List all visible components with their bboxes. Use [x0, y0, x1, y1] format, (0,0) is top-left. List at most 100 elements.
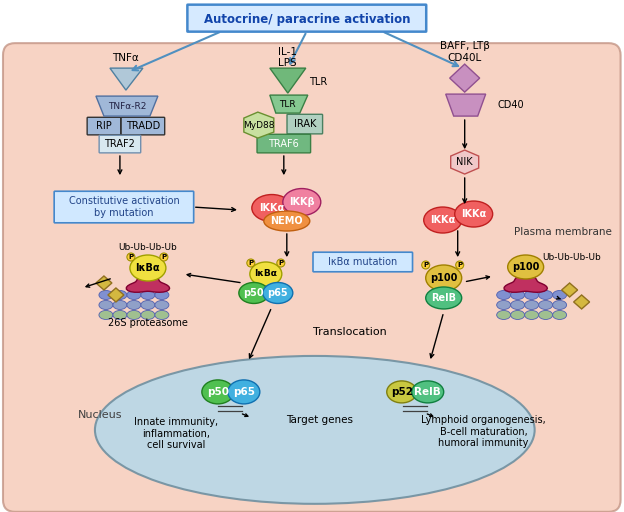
Ellipse shape	[508, 255, 544, 279]
Ellipse shape	[127, 253, 135, 261]
Text: LPS: LPS	[278, 58, 297, 68]
Text: IKKα: IKKα	[430, 215, 456, 225]
Ellipse shape	[497, 290, 510, 300]
Ellipse shape	[99, 290, 113, 300]
Ellipse shape	[539, 290, 553, 300]
Ellipse shape	[525, 290, 539, 300]
Text: Autocrine/ paracrine activation: Autocrine/ paracrine activation	[203, 13, 410, 26]
Ellipse shape	[155, 290, 169, 300]
FancyBboxPatch shape	[187, 5, 426, 32]
Ellipse shape	[283, 188, 321, 216]
Ellipse shape	[510, 290, 525, 300]
Text: CD40L: CD40L	[447, 53, 482, 63]
FancyBboxPatch shape	[121, 117, 165, 135]
FancyBboxPatch shape	[54, 191, 193, 223]
Text: P: P	[457, 262, 462, 268]
Ellipse shape	[141, 310, 155, 319]
Text: RelB: RelB	[414, 387, 441, 397]
Text: p65: p65	[268, 288, 288, 298]
Text: TRAF2: TRAF2	[104, 139, 135, 149]
Ellipse shape	[252, 195, 292, 222]
Polygon shape	[108, 288, 124, 302]
Ellipse shape	[497, 310, 510, 319]
Text: NEMO: NEMO	[270, 216, 303, 226]
Ellipse shape	[95, 356, 535, 504]
Text: CD40: CD40	[498, 100, 524, 110]
Text: IRAK: IRAK	[294, 119, 316, 129]
Text: P: P	[129, 254, 134, 260]
Text: Translocation: Translocation	[313, 327, 387, 337]
Text: IKKα: IKKα	[461, 209, 486, 219]
Text: TLR: TLR	[280, 100, 296, 109]
Text: p50: p50	[243, 288, 264, 298]
Text: IL-1: IL-1	[278, 47, 297, 57]
Ellipse shape	[277, 259, 285, 267]
Text: P: P	[248, 260, 253, 266]
Ellipse shape	[387, 381, 417, 403]
Text: IκBα mutation: IκBα mutation	[328, 257, 397, 267]
Polygon shape	[451, 150, 479, 174]
Ellipse shape	[510, 301, 525, 309]
Text: P: P	[162, 254, 167, 260]
Text: NIK: NIK	[456, 157, 473, 167]
Text: p100: p100	[430, 273, 457, 283]
FancyBboxPatch shape	[3, 43, 621, 512]
Polygon shape	[96, 276, 112, 290]
Ellipse shape	[553, 290, 567, 300]
Text: Plasma membrane: Plasma membrane	[514, 227, 612, 237]
Text: P: P	[423, 262, 428, 268]
Text: Lymphoid organogenesis,
B-cell maturation,
humoral immunity: Lymphoid organogenesis, B-cell maturatio…	[421, 415, 546, 449]
Polygon shape	[126, 274, 170, 292]
Text: Target genes: Target genes	[286, 415, 353, 425]
Text: Ub-Ub-Ub-Ub: Ub-Ub-Ub-Ub	[119, 243, 177, 251]
Ellipse shape	[539, 310, 553, 319]
Text: MyD88: MyD88	[243, 121, 275, 130]
Ellipse shape	[424, 207, 462, 233]
Text: IKKα: IKKα	[259, 203, 285, 213]
Ellipse shape	[525, 301, 539, 309]
Polygon shape	[110, 68, 143, 90]
Polygon shape	[270, 68, 306, 93]
Text: Innate immunity,
inflammation,
cell survival: Innate immunity, inflammation, cell surv…	[134, 417, 218, 451]
Ellipse shape	[247, 259, 255, 267]
Ellipse shape	[455, 201, 493, 227]
Text: RIP: RIP	[96, 121, 112, 131]
Ellipse shape	[113, 301, 127, 309]
Text: p50: p50	[207, 387, 229, 397]
FancyBboxPatch shape	[257, 134, 311, 153]
Ellipse shape	[553, 301, 567, 309]
Ellipse shape	[127, 310, 141, 319]
Polygon shape	[450, 64, 480, 92]
Ellipse shape	[250, 262, 282, 286]
Ellipse shape	[422, 261, 430, 269]
Ellipse shape	[426, 287, 462, 309]
Text: IκBα: IκBα	[255, 269, 277, 279]
Text: P: P	[278, 260, 283, 266]
Ellipse shape	[202, 380, 234, 404]
Text: p65: p65	[233, 387, 255, 397]
Polygon shape	[244, 112, 274, 138]
Ellipse shape	[456, 261, 464, 269]
Polygon shape	[504, 274, 547, 292]
Ellipse shape	[113, 310, 127, 319]
Ellipse shape	[263, 283, 293, 304]
Polygon shape	[446, 94, 485, 116]
Ellipse shape	[239, 283, 269, 304]
Ellipse shape	[412, 381, 444, 403]
Ellipse shape	[141, 301, 155, 309]
Text: Nucleus: Nucleus	[78, 410, 122, 420]
Ellipse shape	[127, 301, 141, 309]
Polygon shape	[96, 96, 158, 116]
Text: IKKβ: IKKβ	[289, 197, 314, 207]
Ellipse shape	[510, 310, 525, 319]
Text: 26S proteasome: 26S proteasome	[108, 318, 188, 328]
Text: TNFα-R2: TNFα-R2	[108, 101, 146, 111]
Text: p52: p52	[391, 387, 412, 397]
Polygon shape	[270, 95, 308, 113]
Text: IκBα: IκBα	[135, 263, 160, 273]
Polygon shape	[573, 295, 590, 309]
Ellipse shape	[497, 301, 510, 309]
Text: BAFF, LTβ: BAFF, LTβ	[440, 41, 490, 51]
Ellipse shape	[539, 301, 553, 309]
Text: TRADD: TRADD	[126, 121, 160, 131]
